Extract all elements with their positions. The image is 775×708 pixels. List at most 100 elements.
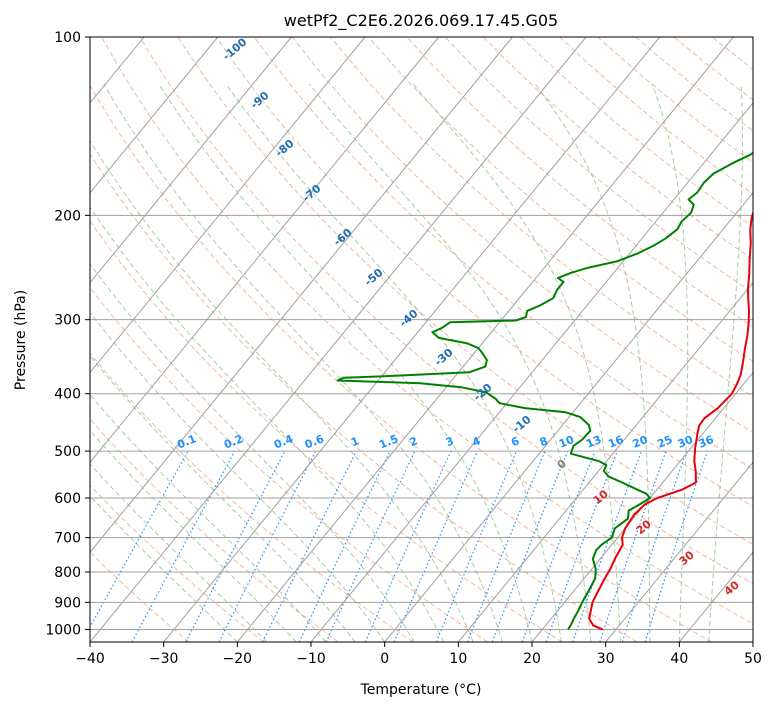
y-tick-label: 600 [54, 491, 81, 507]
mixing-ratio-line [90, 450, 189, 629]
moist-adiabat-line [90, 393, 327, 642]
dry-adiabat-line [139, 37, 753, 585]
x-tick-label: −40 [75, 651, 105, 667]
moist-adiabat-line [90, 139, 474, 642]
moist-adiabat-label: 40 [722, 578, 742, 598]
moist-adiabat-line [103, 83, 503, 642]
mixing-ratio-line [545, 450, 618, 642]
tick-layer: −40 −30 −20 −10 0 10 20 30 40 5010020030040050060… [45, 30, 762, 667]
isotherm-line [90, 37, 366, 374]
mixing-ratio-label: 20 [631, 433, 650, 451]
mixing-ratio-label: 0.1 [175, 432, 198, 451]
isotherm-line [605, 461, 753, 642]
moist-adiabat-line [158, 83, 533, 642]
mixing-ratio-label: 3 [444, 434, 456, 449]
mixing-ratio-line [599, 450, 667, 642]
dry-adiabat-label: -100 [220, 35, 250, 63]
isotherm-line [457, 281, 753, 642]
mixing-ratio-label: 2 [408, 434, 420, 449]
mixing-ratio-line [131, 450, 236, 642]
label-layer: -100-90-80-70-60-50-40-30-20-10010203040… [175, 35, 742, 598]
dry-adiabat-label: -80 [273, 137, 297, 160]
isotherm-line [90, 37, 440, 464]
data-layer [336, 151, 753, 631]
dry-adiabat-line [444, 37, 753, 294]
isotherm-line [163, 37, 661, 642]
mixing-ratio-line [644, 450, 708, 642]
moist-adiabat-line [90, 354, 356, 642]
x-axis-label: Temperature (°C) [360, 682, 482, 698]
x-tick-label: −20 [223, 651, 253, 667]
isotherm-line [531, 371, 753, 642]
x-tick-label: −10 [296, 651, 326, 667]
isotherm-line [384, 192, 753, 642]
isotherm-line [90, 37, 219, 194]
x-tick-label: 0 [380, 651, 389, 667]
x-tick-label: 30 [597, 651, 615, 667]
y-axis-label: Pressure (hPa) [13, 290, 29, 390]
dry-adiabat-line [90, 484, 264, 642]
dry-adiabat-line [711, 37, 753, 70]
mixing-ratio-line [298, 450, 391, 642]
mixing-ratio-line [218, 450, 317, 642]
zero-adiabat-label: 0 [555, 457, 569, 472]
moist-adiabat-line [651, 83, 689, 642]
moist-adiabat-line [90, 206, 445, 642]
moist-adiabat-line [90, 463, 268, 642]
dewpoint-profile-line [336, 151, 753, 630]
y-tick-label: 700 [54, 531, 81, 547]
dry-adiabat-line [749, 37, 753, 40]
moist-adiabat-line [90, 495, 238, 642]
dry-adiabat-line [330, 37, 753, 398]
isotherm-line [90, 37, 513, 553]
y-tick-label: 500 [54, 444, 81, 460]
moist-adiabat-line [308, 83, 592, 642]
dry-adiabat-label: -20 [471, 381, 495, 404]
x-tick-label: 20 [523, 651, 541, 667]
dry-adiabat-label: -10 [510, 413, 534, 436]
x-tick-label: 50 [744, 651, 762, 667]
y-tick-label: 400 [54, 387, 81, 403]
x-tick-label: −30 [149, 651, 179, 667]
moist-adiabat-line [708, 83, 743, 642]
y-tick-label: 300 [54, 313, 81, 329]
mixing-ratio-label: 1.5 [377, 432, 400, 451]
dry-adiabat-line [292, 37, 753, 433]
y-tick-label: 800 [54, 565, 81, 581]
mixing-ratio-label: 1 [349, 434, 361, 449]
dry-adiabat-label: -60 [331, 226, 355, 249]
mixing-ratio-line [572, 450, 643, 642]
dry-adiabat-line [90, 286, 488, 642]
dry-adiabat-line [101, 37, 753, 625]
mixing-ratio-label: 36 [697, 433, 716, 451]
mixing-ratio-label: 13 [584, 433, 603, 451]
moist-adiabat-label: 20 [634, 517, 654, 537]
isotherm-line [752, 641, 753, 642]
x-tick-label: 40 [670, 651, 688, 667]
dry-adiabat-line [90, 418, 339, 642]
mixing-ratio-line [491, 450, 569, 642]
mixing-ratio-label: 25 [655, 433, 674, 451]
chart-title: wetPf2_C2E6.2026.069.17.45.G05 [284, 11, 558, 31]
dry-adiabat-line [368, 37, 753, 362]
mixing-ratio-line [435, 450, 518, 642]
moist-adiabat-line [90, 311, 386, 642]
y-tick-label: 100 [54, 30, 81, 46]
dry-adiabat-line [90, 352, 414, 642]
dry-adiabat-line [215, 37, 753, 507]
isotherm-line [0, 37, 70, 642]
moist-adiabat-line [534, 83, 651, 642]
temperature-profile-line [588, 210, 753, 631]
mixing-ratio-label: 30 [676, 433, 695, 451]
mixing-ratio-label: 6 [509, 434, 521, 449]
mixing-ratio-label: 4 [470, 434, 482, 449]
mixing-ratio-label: 16 [606, 433, 625, 451]
y-tick-label: 900 [54, 595, 81, 611]
moist-adiabat-label: 10 [591, 487, 611, 507]
mixing-ratio-label: 10 [557, 433, 576, 451]
mixing-ratio-label: 8 [538, 434, 550, 449]
isotherm-line [310, 102, 753, 642]
mixing-ratio-line [621, 450, 688, 642]
dry-adiabat-line [635, 37, 753, 132]
